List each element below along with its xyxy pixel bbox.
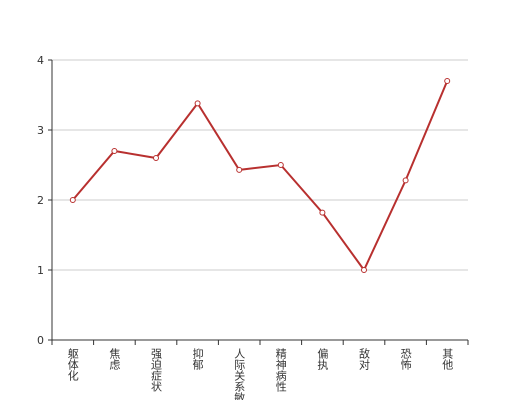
y-tick-label: 0	[37, 334, 44, 347]
point	[277, 162, 284, 168]
point	[361, 267, 367, 273]
x-tick-label: 躯体化	[66, 348, 79, 382]
x-tick-label: 偏执	[316, 347, 329, 371]
point	[69, 197, 76, 203]
x-tick-label: 精神病性	[274, 348, 287, 393]
x-tick-label: 敌对	[358, 347, 371, 370]
x-tick-label: 恐怖	[399, 348, 412, 370]
x-tick-label: 抑郁	[191, 347, 204, 370]
point	[402, 177, 409, 184]
y-tick-label: 3	[37, 124, 44, 137]
y-tick-label: 2	[37, 194, 44, 207]
point	[194, 100, 201, 107]
point	[319, 209, 326, 216]
point	[111, 148, 118, 154]
y-tick-label: 1	[37, 264, 44, 277]
point	[444, 78, 451, 84]
x-tick-label: 焦虑	[108, 348, 121, 370]
x-tick-label: 强迫症状	[150, 348, 163, 392]
x-tick-label: 其他	[441, 348, 454, 370]
x-tick-label: 人际关系敏感	[233, 348, 246, 400]
point	[236, 166, 243, 173]
line	[72, 80, 449, 272]
point	[153, 155, 159, 161]
y-tick-label: 4	[37, 54, 44, 67]
